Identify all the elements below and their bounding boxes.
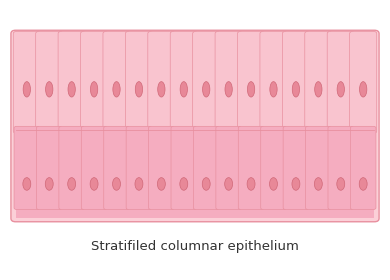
FancyBboxPatch shape [238,126,264,209]
Ellipse shape [158,178,165,190]
Ellipse shape [314,178,322,190]
FancyBboxPatch shape [306,126,331,209]
Ellipse shape [180,178,188,190]
Ellipse shape [360,82,367,97]
FancyBboxPatch shape [170,31,197,133]
FancyBboxPatch shape [80,31,108,133]
FancyBboxPatch shape [283,126,309,209]
Ellipse shape [270,82,277,97]
FancyBboxPatch shape [193,31,220,133]
Ellipse shape [113,178,121,190]
FancyBboxPatch shape [81,126,107,209]
Ellipse shape [158,82,165,97]
Ellipse shape [68,82,75,97]
FancyBboxPatch shape [216,126,241,209]
FancyBboxPatch shape [148,31,175,133]
Ellipse shape [292,82,300,97]
Ellipse shape [359,178,367,190]
Ellipse shape [202,178,210,190]
Ellipse shape [225,82,232,97]
FancyBboxPatch shape [11,30,379,222]
FancyBboxPatch shape [260,31,287,133]
Text: Stratifiled columnar epithelium: Stratifiled columnar epithelium [91,240,299,253]
FancyBboxPatch shape [327,31,354,133]
FancyBboxPatch shape [193,126,219,209]
Bar [16,207,374,218]
Ellipse shape [90,82,98,97]
Ellipse shape [23,178,31,190]
FancyBboxPatch shape [171,126,197,209]
Ellipse shape [68,178,76,190]
FancyBboxPatch shape [261,126,286,209]
Ellipse shape [202,82,210,97]
Ellipse shape [247,178,255,190]
Ellipse shape [135,178,143,190]
Ellipse shape [247,82,255,97]
Ellipse shape [337,178,345,190]
FancyBboxPatch shape [14,126,39,209]
FancyBboxPatch shape [16,130,374,218]
Ellipse shape [23,82,30,97]
Ellipse shape [46,82,53,97]
Ellipse shape [113,82,120,97]
Ellipse shape [135,82,143,97]
FancyBboxPatch shape [37,126,62,209]
FancyBboxPatch shape [328,126,353,209]
FancyBboxPatch shape [238,31,264,133]
FancyBboxPatch shape [305,31,332,133]
FancyBboxPatch shape [125,31,152,133]
Ellipse shape [337,82,344,97]
Ellipse shape [315,82,322,97]
Ellipse shape [292,178,300,190]
FancyBboxPatch shape [59,126,84,209]
FancyBboxPatch shape [349,31,377,133]
FancyBboxPatch shape [104,126,129,209]
FancyBboxPatch shape [36,31,63,133]
FancyBboxPatch shape [13,31,40,133]
FancyBboxPatch shape [58,31,85,133]
FancyBboxPatch shape [126,126,152,209]
FancyBboxPatch shape [103,31,130,133]
FancyBboxPatch shape [149,126,174,209]
Ellipse shape [90,178,98,190]
Ellipse shape [45,178,53,190]
Ellipse shape [180,82,188,97]
FancyBboxPatch shape [215,31,242,133]
Ellipse shape [269,178,277,190]
FancyBboxPatch shape [350,126,376,209]
FancyBboxPatch shape [282,31,310,133]
Ellipse shape [225,178,232,190]
